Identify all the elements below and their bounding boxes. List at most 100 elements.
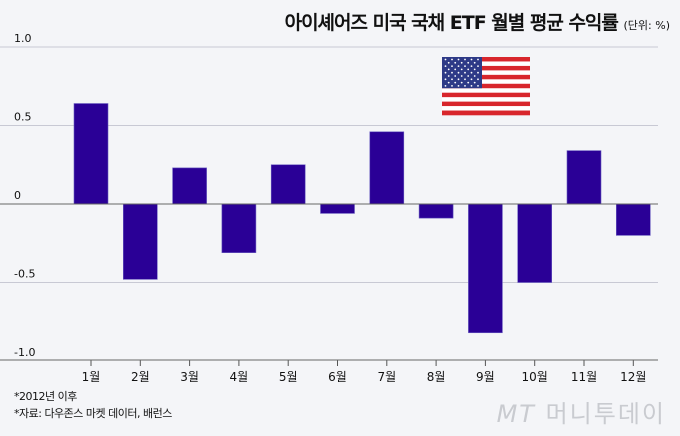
flag-star (457, 65, 460, 67)
flag-stripe (442, 57, 530, 62)
flag-stripe (442, 88, 530, 93)
flag-star (447, 75, 450, 77)
flag-stripe (442, 92, 530, 98)
bar (123, 203, 158, 280)
bar (320, 203, 355, 214)
flag-star (477, 65, 479, 67)
flag-canton (442, 57, 482, 89)
flag-star (470, 78, 473, 81)
flag-star (454, 75, 457, 77)
flag-stripe (442, 74, 530, 80)
flag-star (473, 75, 476, 77)
flag-star (460, 75, 463, 77)
x-tick-label: 4월 (230, 370, 249, 384)
flag-star (457, 58, 460, 61)
flag-star (477, 71, 479, 74)
bar (172, 167, 207, 205)
y-tick-label: 0 (14, 189, 21, 202)
flag-star (444, 58, 447, 61)
footnote-source: *자료: 다우존스 마켓 데이터, 배런스 (14, 407, 172, 420)
flag-star (467, 81, 470, 84)
flag-star (470, 71, 473, 74)
flag-star (444, 71, 447, 74)
flag-star (447, 68, 450, 71)
flag-star (444, 85, 447, 87)
flag-star (460, 81, 463, 84)
x-tick-label: 8월 (427, 370, 446, 384)
y-tick-label: -0.5 (14, 268, 35, 281)
flag-stripe (442, 70, 530, 76)
flag-star (457, 71, 460, 74)
bar (418, 203, 454, 219)
flag-star (451, 71, 453, 74)
flag-star (473, 68, 476, 71)
flag-star (477, 58, 479, 61)
flag-star (451, 58, 453, 61)
flag-star (457, 78, 460, 81)
flag-stripe (442, 79, 530, 85)
bar (73, 103, 109, 205)
bar (221, 203, 257, 253)
x-tick-label: 1월 (82, 370, 101, 384)
flag-star (451, 85, 453, 87)
flag-star (470, 65, 473, 67)
bar (615, 203, 651, 236)
bar (517, 203, 553, 283)
x-tick-label: 12월 (620, 370, 646, 384)
logo: MT 머니투데이 (496, 400, 666, 428)
flag-star (473, 81, 476, 84)
bar (468, 203, 503, 334)
bar (369, 131, 405, 205)
x-tick-label: 5월 (279, 370, 298, 384)
flag-stripe (442, 83, 530, 89)
y-tick-label: -1.0 (14, 346, 35, 359)
flag-star (454, 68, 457, 71)
flag-stripe (442, 61, 530, 67)
flag-star (444, 78, 447, 81)
flag-star (444, 65, 447, 67)
flag-star (464, 85, 466, 87)
flag-star (470, 58, 473, 61)
x-tick-label: 2월 (131, 370, 150, 384)
flag-star (447, 81, 450, 84)
y-tick-label: 1.0 (14, 32, 32, 45)
flag-star (477, 85, 479, 87)
x-tick-label: 11월 (571, 370, 597, 384)
flag-star (451, 65, 453, 67)
flag-stripe (442, 110, 530, 116)
bar (566, 150, 602, 205)
flag-stripe (442, 65, 530, 71)
footnote-period: *2012년 이후 (14, 390, 77, 403)
flag-stripe (442, 97, 530, 102)
flag-stripe (442, 101, 530, 107)
flag-star (477, 78, 479, 81)
flag-star (467, 61, 470, 64)
x-tick-label: 3월 (180, 370, 199, 384)
flag-star (464, 58, 466, 61)
x-tick-label: 9월 (476, 370, 495, 384)
flag-stripe (442, 106, 530, 111)
flag-star (460, 68, 463, 71)
flag-star (451, 78, 453, 81)
flag-star (457, 85, 460, 87)
flag-star (464, 71, 466, 74)
flag-star (460, 61, 463, 64)
x-tick-label: 10월 (522, 370, 548, 384)
flag-star (473, 61, 476, 64)
flag-star (467, 68, 470, 71)
flag-star (454, 61, 457, 64)
flag-star (464, 78, 466, 81)
unit-label: (단위: %) (623, 19, 670, 32)
flag-star (470, 85, 473, 87)
flag-star (464, 65, 466, 67)
chart-title: 아이셰어즈 미국 국채 ETF 월별 평균 수익률 (단위: %) (284, 12, 670, 34)
flag-star (454, 81, 457, 84)
x-tick-label: 7월 (377, 370, 396, 384)
x-tick-label: 6월 (328, 370, 347, 384)
flag-star (447, 61, 450, 64)
flag-star (467, 75, 470, 77)
bar (270, 164, 306, 205)
y-tick-label: 0.5 (14, 111, 32, 124)
